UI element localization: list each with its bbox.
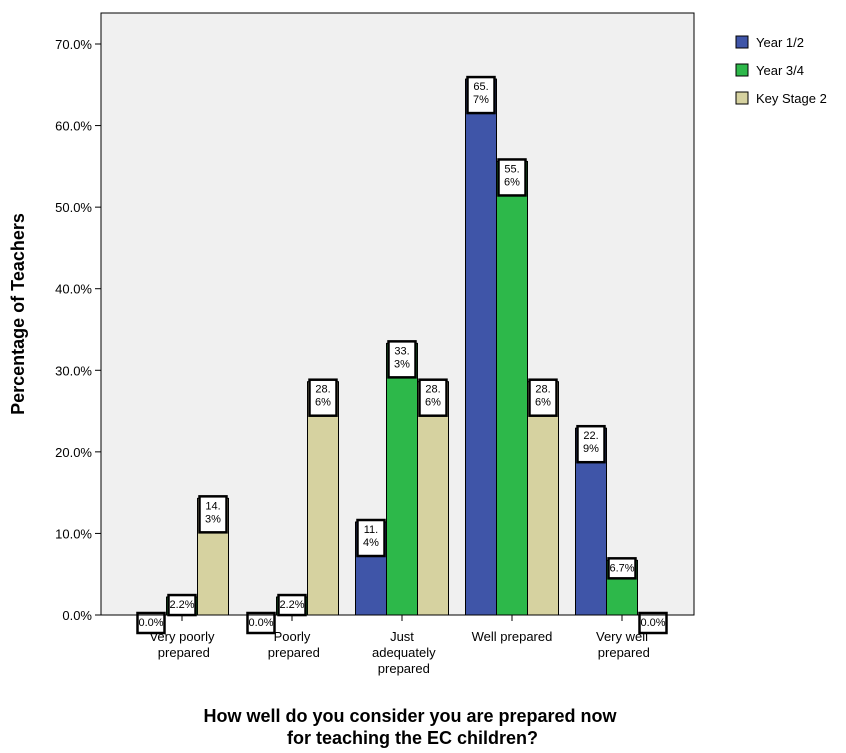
x-tick-label: Just adequately prepared xyxy=(368,629,436,676)
x-tick-label: Poorly prepared xyxy=(264,629,320,660)
value-label-box xyxy=(418,378,448,417)
bar xyxy=(386,342,418,616)
value-label: 28. 6% xyxy=(535,384,551,409)
legend-label: Year 3/4 xyxy=(756,63,804,78)
x-axis-title: How well do you consider you are prepare… xyxy=(203,706,617,748)
y-tick-label: 70.0% xyxy=(55,37,92,52)
x-tick-label: Very poorly prepared xyxy=(149,629,215,660)
y-tick-label: 0.0% xyxy=(62,608,92,623)
value-label-box xyxy=(246,611,276,635)
legend-swatch xyxy=(735,35,749,49)
value-label: 55. 6% xyxy=(504,163,520,188)
x-tick-label: Well prepared xyxy=(472,629,553,644)
y-axis-title: Percentage of Teachers xyxy=(8,213,28,415)
value-label-box xyxy=(356,518,386,558)
y-tick-label: 10.0% xyxy=(55,526,92,541)
value-label: 28. 6% xyxy=(425,384,441,409)
value-label-box xyxy=(497,158,527,197)
legend-swatch xyxy=(735,91,749,105)
value-label: 22. 9% xyxy=(583,430,599,455)
bar xyxy=(465,78,497,616)
value-label: 33. 3% xyxy=(394,345,410,370)
legend-swatch xyxy=(735,63,749,77)
y-tick-label: 20.0% xyxy=(55,445,92,460)
value-label: 0.0% xyxy=(138,617,163,629)
value-label-box xyxy=(638,611,668,635)
y-tick-label: 30.0% xyxy=(55,363,92,378)
value-label: 11. 4% xyxy=(363,524,379,549)
y-tick-label: 60.0% xyxy=(55,119,92,134)
value-label-box xyxy=(466,75,496,115)
value-label-box xyxy=(198,495,228,534)
y-tick-label: 50.0% xyxy=(55,200,92,215)
value-label: 14. 3% xyxy=(205,500,221,525)
value-label-box xyxy=(576,424,606,464)
value-label-box xyxy=(387,340,417,379)
value-label: 0.0% xyxy=(248,617,273,629)
value-label-box xyxy=(308,378,338,417)
bar xyxy=(527,381,559,616)
value-label: 6.7% xyxy=(609,562,634,574)
bar xyxy=(496,160,528,616)
bar xyxy=(307,381,339,616)
value-label-box xyxy=(607,557,637,580)
value-label: 65. 7% xyxy=(473,81,489,106)
value-label: 2.2% xyxy=(279,599,304,611)
y-tick-label: 40.0% xyxy=(55,282,92,297)
value-label: 0.0% xyxy=(640,617,665,629)
value-label-box xyxy=(528,378,558,417)
value-label: 28. 6% xyxy=(315,384,331,409)
x-tick-label: Very well prepared xyxy=(594,629,650,660)
value-label-box xyxy=(136,611,166,635)
value-label: 2.2% xyxy=(169,599,194,611)
legend-label: Year 1/2 xyxy=(756,35,804,50)
legend-label: Key Stage 2 xyxy=(756,91,827,106)
